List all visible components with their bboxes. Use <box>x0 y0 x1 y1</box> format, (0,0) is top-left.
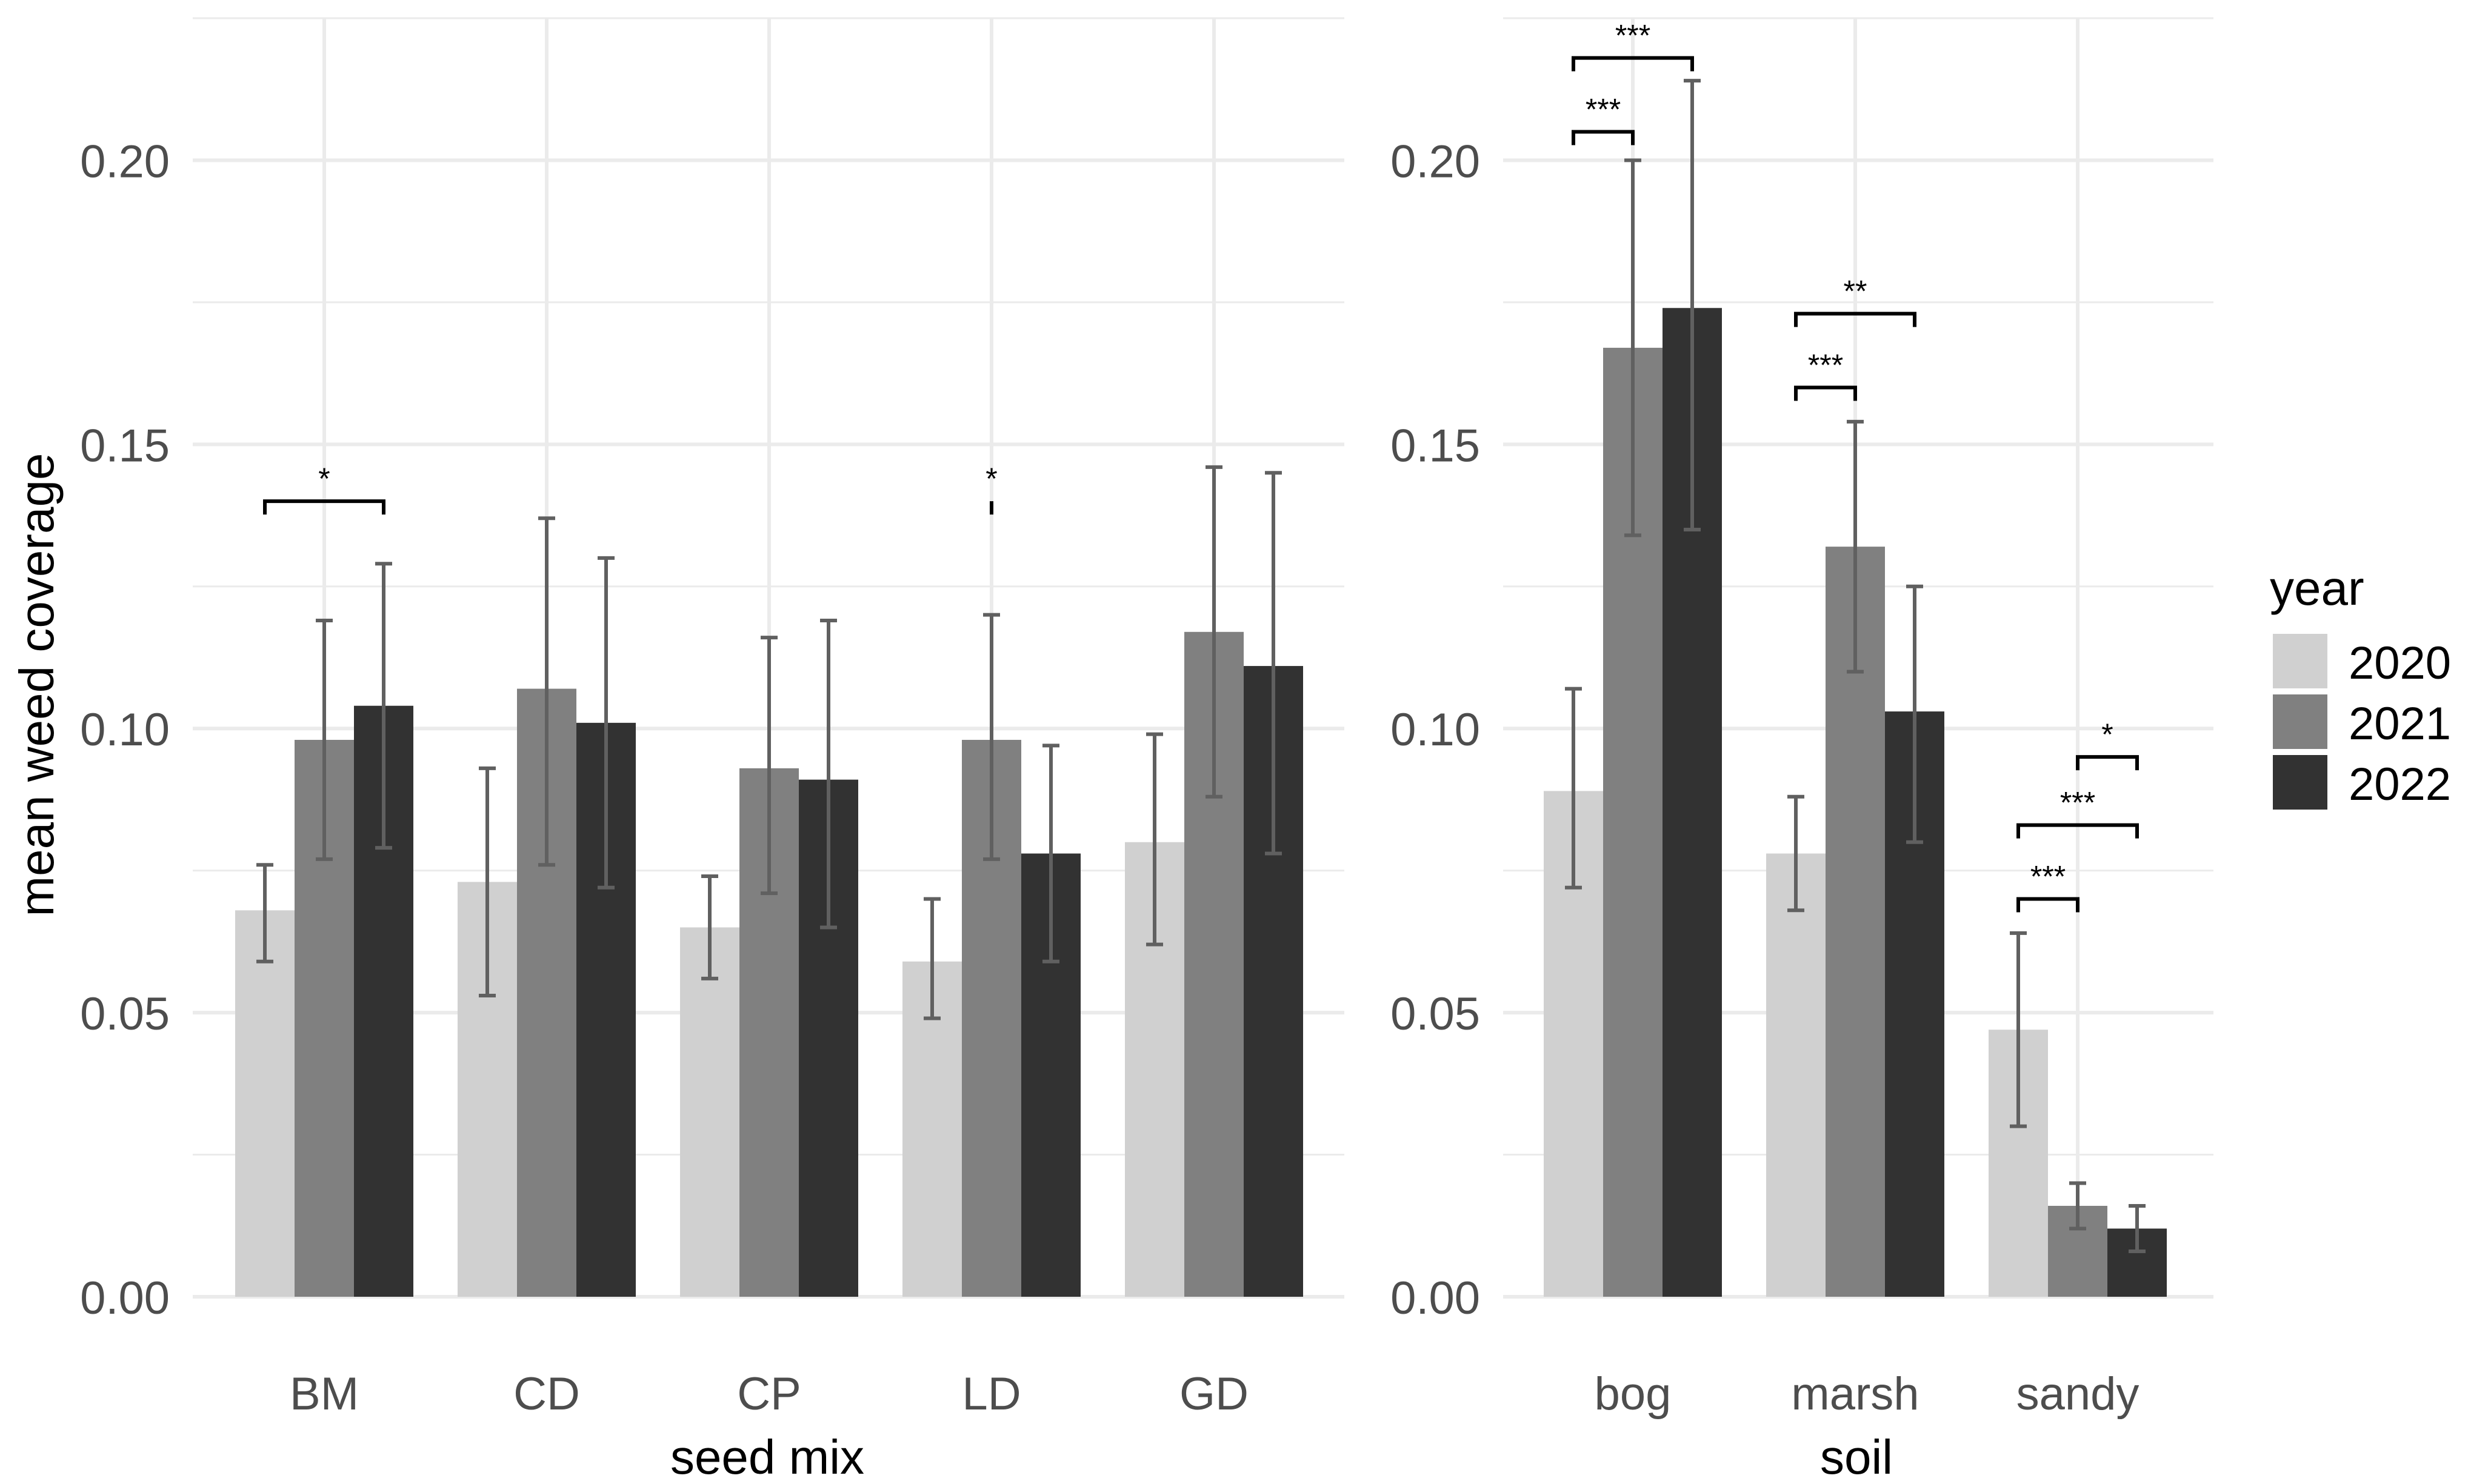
error-bar-CP-2020 <box>701 874 718 980</box>
legend-title: year <box>2270 561 2364 615</box>
significance-bracket: *** <box>1794 348 1857 401</box>
significance-label: *** <box>2060 786 2095 820</box>
error-bar-BM-2021 <box>316 619 333 861</box>
x-tick-label-GD: GD <box>1179 1368 1249 1420</box>
significance-label: * <box>318 462 330 496</box>
bar-CP-2020 <box>680 927 739 1297</box>
y-tick-label: 0.15 <box>80 420 170 471</box>
y-axis-title: mean weed coverage <box>10 453 64 917</box>
legend-label-2022: 2022 <box>2349 759 2451 810</box>
error-bar-marsh-2021 <box>1847 419 1864 674</box>
significance-bracket: *** <box>2016 860 2079 913</box>
panel-seed-mix: 0.00 0.05 0.10 0.15 0.20 BM CD CP LD GD * * <box>80 17 1344 1420</box>
y-tick-label: 0.10 <box>80 704 170 756</box>
y-tick-label: 0.00 <box>1390 1273 1480 1324</box>
significance-bracket: *** <box>1572 93 1635 145</box>
legend: year 2020 2021 2022 <box>2270 561 2451 810</box>
y-tick-label: 0.00 <box>80 1273 170 1324</box>
significance-bracket: * <box>2076 717 2139 771</box>
x-tick-label-CD: CD <box>513 1368 580 1420</box>
y-tick-label: 0.20 <box>1390 136 1480 187</box>
error-bar-BM-2020 <box>256 863 273 963</box>
y-tick-label: 0.10 <box>1390 704 1480 756</box>
error-bar-GD-2020 <box>1146 732 1163 947</box>
significance-bracket: *** <box>2016 786 2139 839</box>
error-bar-GD-2021 <box>1206 465 1222 799</box>
significance-bracket: *** <box>1572 19 1694 72</box>
x-axis-title-seed-mix: seed mix <box>670 1430 864 1484</box>
significance-label: *** <box>1586 93 1621 127</box>
legend-label-2021: 2021 <box>2349 698 2451 750</box>
significance-label: *** <box>1615 19 1650 53</box>
error-bar-LD-2020 <box>924 897 941 1020</box>
significance-label: *** <box>1808 348 1843 382</box>
significance-label: ** <box>1844 275 1867 308</box>
error-bar-LD-2021 <box>983 613 1000 861</box>
error-bar-sandy-2020 <box>2010 931 2027 1128</box>
x-tick-label-CP: CP <box>737 1368 801 1420</box>
error-bar-GD-2022 <box>1265 471 1282 856</box>
significance-label: *** <box>2030 860 2066 894</box>
error-bar-CP-2021 <box>761 636 778 896</box>
error-bar-CP-2022 <box>820 619 837 930</box>
error-bar-CD-2022 <box>598 556 615 890</box>
error-bar-CD-2020 <box>479 766 496 997</box>
significance-label: * <box>2101 717 2113 751</box>
error-bar-sandy-2021 <box>2069 1181 2086 1231</box>
x-tick-label-marsh: marsh <box>1791 1368 1919 1420</box>
significance-bracket: * <box>986 462 998 515</box>
x-tick-label-LD: LD <box>962 1368 1021 1420</box>
error-bar-bog-2022 <box>1684 79 1701 531</box>
x-tick-label-bog: bog <box>1595 1368 1672 1420</box>
error-bar-sandy-2022 <box>2129 1203 2146 1253</box>
y-tick-label: 0.05 <box>80 988 170 1040</box>
x-tick-label-BM: BM <box>290 1368 359 1420</box>
significance-label: * <box>986 462 997 496</box>
bar-marsh-2020 <box>1766 853 1826 1297</box>
legend-swatch-2021 <box>2273 694 2327 749</box>
error-bar-CD-2021 <box>538 516 555 867</box>
legend-swatch-2020 <box>2273 634 2327 688</box>
bar-BM-2020 <box>235 910 295 1297</box>
legend-swatch-2022 <box>2273 755 2327 810</box>
y-tick-label: 0.15 <box>1390 420 1480 471</box>
significance-bracket: ** <box>1794 275 1916 327</box>
error-bar-bog-2021 <box>1624 158 1641 537</box>
error-bar-LD-2022 <box>1042 744 1059 963</box>
y-tick-label: 0.20 <box>80 136 170 187</box>
x-tick-label-sandy: sandy <box>2016 1368 2139 1420</box>
error-bar-marsh-2020 <box>1787 794 1804 913</box>
error-bar-bog-2020 <box>1565 687 1582 890</box>
legend-label-2020: 2020 <box>2349 637 2451 689</box>
error-bar-marsh-2022 <box>1906 584 1923 844</box>
y-tick-label: 0.05 <box>1390 988 1480 1040</box>
error-bar-BM-2022 <box>375 562 392 850</box>
significance-bracket: * <box>263 462 385 515</box>
x-axis-title-soil: soil <box>1820 1430 1893 1484</box>
